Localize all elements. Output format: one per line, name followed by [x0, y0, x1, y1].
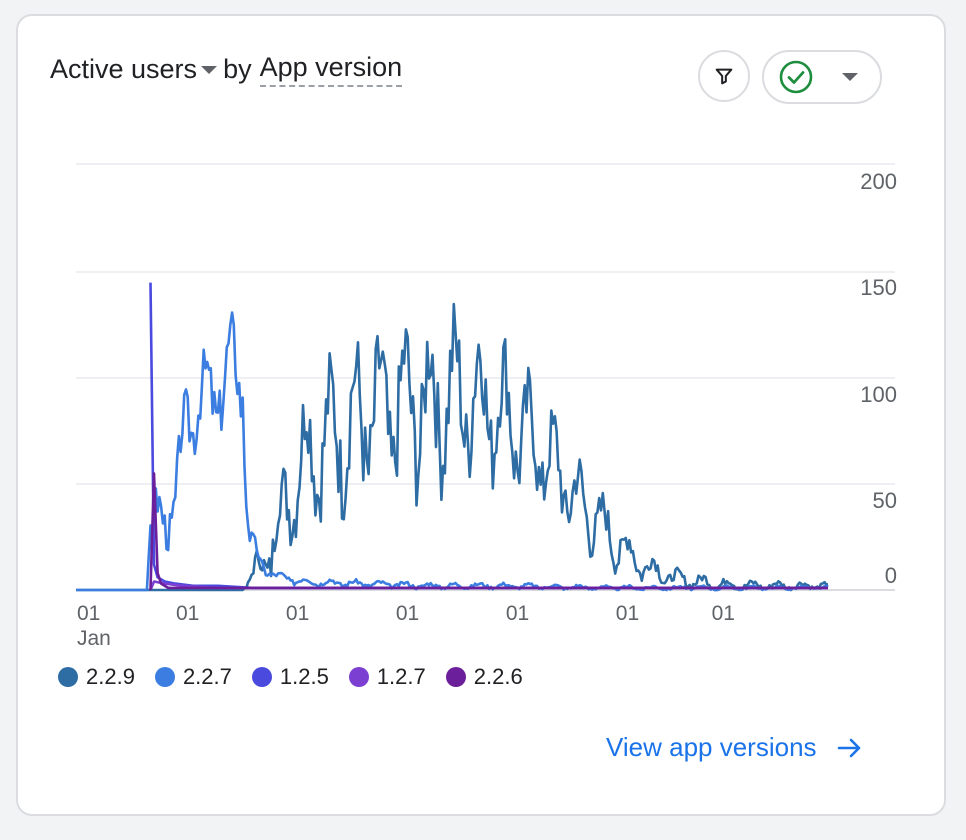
legend-swatch	[154, 667, 175, 687]
legend-label: 2.2.7	[182, 664, 232, 689]
legend-swatch	[251, 667, 272, 687]
legend-label: 1.2.5	[279, 664, 329, 689]
y-tick-label: 200	[860, 169, 897, 194]
x-tick-label: 01	[616, 602, 639, 625]
x-tick-label: 01	[712, 602, 735, 625]
legend-swatch	[348, 667, 369, 687]
series-line-2.2.9	[76, 302, 829, 592]
dimension-selector[interactable]: App version	[259, 52, 403, 87]
comparison-button[interactable]	[762, 50, 882, 104]
check-circle-icon	[779, 60, 813, 94]
y-tick-label: 100	[860, 382, 897, 407]
metric-selector[interactable]: Active users	[50, 54, 198, 84]
x-tick-label: 01	[396, 602, 419, 625]
legend-label: 2.2.9	[86, 664, 135, 689]
view-app-versions-label: View app versions	[606, 732, 817, 762]
y-tick-label: 50	[873, 488, 897, 513]
view-app-versions-link[interactable]: View app versions	[606, 732, 865, 763]
series-line-2.2.6	[149, 472, 828, 591]
legend-label: 1.2.7	[376, 664, 426, 689]
legend-swatch	[58, 667, 78, 687]
x-tick-sublabel: Jan	[77, 627, 111, 650]
legend-item[interactable]: 2.2.6	[445, 664, 523, 690]
legend-label: 2.2.6	[473, 664, 523, 689]
metric-dropdown-icon[interactable]	[201, 65, 218, 74]
legend-item[interactable]: 2.2.9	[58, 664, 135, 690]
legend-item[interactable]: 2.2.7	[154, 664, 232, 690]
x-tick-label: 01	[176, 602, 199, 625]
filter-button[interactable]	[698, 50, 750, 102]
legend-swatch	[445, 667, 466, 687]
x-tick-label: 01	[286, 602, 309, 625]
legend-item[interactable]: 1.2.7	[348, 664, 426, 690]
filter-icon	[715, 68, 733, 85]
arrow-right-icon	[837, 738, 860, 757]
series-line-2.2.7	[76, 311, 829, 592]
y-tick-label: 150	[860, 275, 897, 300]
legend-item[interactable]: 1.2.5	[251, 664, 329, 690]
x-tick-label: 01	[77, 602, 100, 625]
chevron-down-icon	[842, 73, 858, 81]
x-tick-label: 01	[506, 602, 529, 625]
y-tick-label: 0	[885, 563, 897, 588]
chart-legend: 2.2.9 2.2.7 1.2.5 1.2.7 2.2.6	[58, 664, 523, 690]
chart-title: Active users by App version	[50, 52, 403, 87]
by-label: by	[223, 54, 252, 84]
